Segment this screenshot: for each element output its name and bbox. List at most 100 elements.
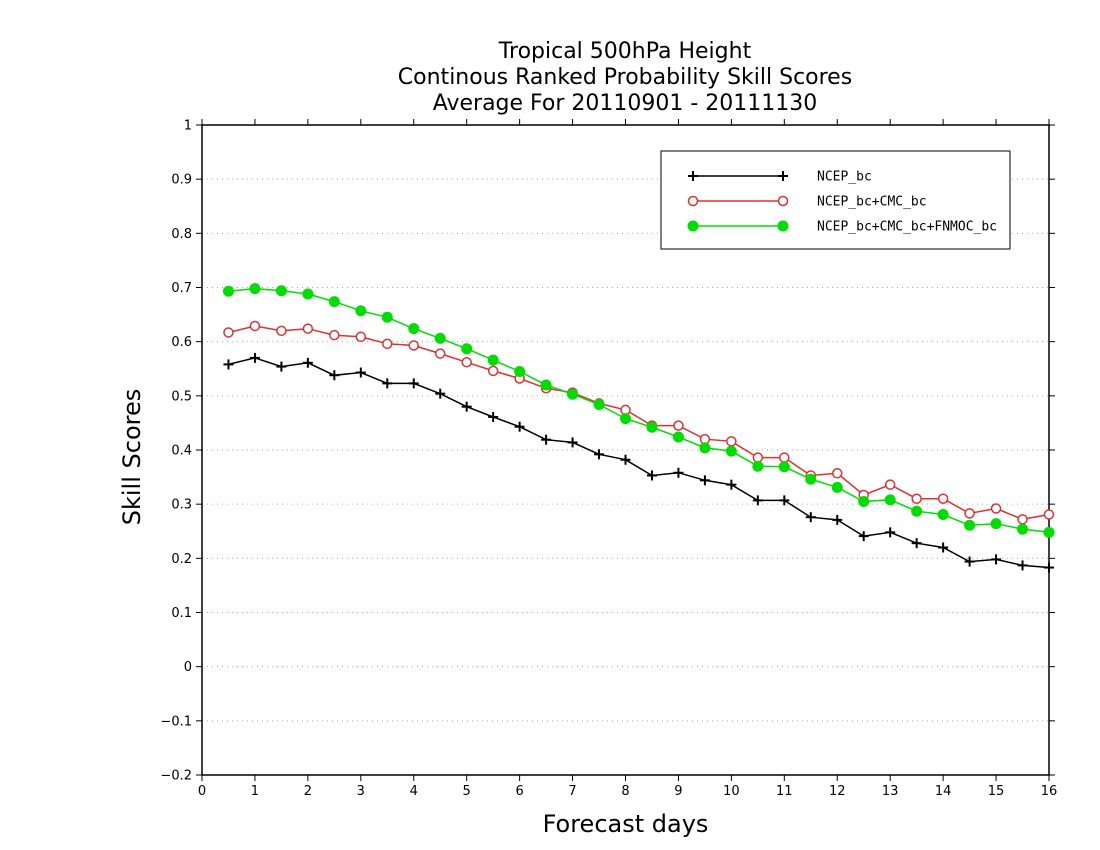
- title-line-2: Continous Ranked Probability Skill Score…: [398, 65, 852, 90]
- data-point: [832, 514, 843, 525]
- data-point: [964, 556, 975, 567]
- y-tick-label: 0.7: [171, 281, 192, 296]
- data-point: [937, 508, 949, 520]
- x-tick-label: 8: [621, 784, 629, 799]
- data-point: [276, 361, 287, 372]
- y-tick-label: 0: [184, 660, 192, 675]
- data-point: [514, 421, 525, 432]
- data-point: [1017, 560, 1028, 571]
- x-axis: 0 1 2 3 4 5 6 7 8 9 10 11 12 13 14 15 16: [198, 119, 1057, 799]
- x-tick-label: 4: [410, 784, 418, 799]
- data-point: [1043, 509, 1055, 520]
- x-tick-label: 2: [304, 784, 312, 799]
- x-tick-label: 3: [357, 784, 365, 799]
- data-point: [779, 495, 790, 506]
- legend-marker: [687, 195, 699, 207]
- data-point: [487, 354, 499, 366]
- data-point: [329, 329, 340, 341]
- data-point: [434, 332, 446, 344]
- legend-label: NCEP_bc+CMC_bc+FNMOC_bc: [817, 220, 997, 235]
- data-point: [329, 370, 340, 381]
- data-point: [1044, 562, 1054, 573]
- y-tick-label: 0.4: [171, 444, 192, 459]
- data-point: [355, 305, 367, 317]
- data-point: [646, 421, 658, 433]
- data-point: [805, 473, 817, 485]
- data-point: [726, 436, 737, 447]
- data-point: [805, 512, 816, 523]
- y-axis: 1 0.9 0.8 0.7 0.6 0.5 0.4 0.3 0.2 0.1 0 −0.1 −0.2: [160, 119, 1055, 784]
- data-point: [752, 460, 764, 472]
- legend-entry: NCEP_bc+CMC_bc: [687, 195, 927, 210]
- data-point: [831, 481, 843, 493]
- y-tick-label: 0.6: [171, 335, 192, 350]
- data-point: [620, 413, 631, 425]
- y-axis-label: Skill Scores: [118, 389, 146, 526]
- data-point: [567, 388, 579, 400]
- data-point: [302, 357, 313, 368]
- grid: [202, 178, 1049, 722]
- data-point: [938, 542, 949, 553]
- legend-marker: [688, 171, 698, 181]
- data-point: [382, 338, 393, 350]
- series-3: [222, 283, 1055, 538]
- data-point: [1017, 514, 1028, 525]
- data-point: [752, 452, 764, 463]
- y-tick-label: −0.2: [160, 769, 192, 784]
- legend-label: NCEP_bc+CMC_bc: [817, 195, 927, 210]
- y-tick-label: 0.5: [171, 389, 192, 404]
- data-point: [858, 531, 869, 542]
- data-point: [408, 378, 419, 389]
- data-point: [858, 495, 870, 507]
- data-point: [434, 348, 446, 359]
- data-point: [461, 401, 472, 412]
- data-point: [620, 454, 631, 465]
- y-tick-label: 0.8: [171, 227, 192, 242]
- data-point: [540, 379, 552, 391]
- data-point: [223, 359, 234, 370]
- data-point: [487, 365, 499, 377]
- data-point: [911, 538, 922, 549]
- data-point: [275, 285, 287, 297]
- legend-entry: NCEP_bc: [688, 170, 872, 185]
- data-point: [514, 365, 526, 377]
- series-line: [228, 287, 1050, 534]
- x-tick-label: 7: [568, 784, 576, 799]
- data-point: [964, 508, 975, 519]
- data-point: [488, 411, 499, 422]
- x-tick-label: 11: [776, 784, 793, 799]
- data-point: [672, 431, 684, 443]
- x-tick-label: 16: [1041, 784, 1058, 799]
- series: [222, 283, 1055, 573]
- data-point: [355, 367, 366, 378]
- data-point: [541, 434, 552, 445]
- x-tick-label: 13: [882, 784, 899, 799]
- series-line: [228, 357, 1050, 569]
- data-point: [435, 388, 446, 399]
- x-tick-label: 14: [935, 784, 952, 799]
- data-point: [620, 404, 631, 416]
- data-point: [408, 340, 419, 351]
- data-point: [699, 475, 710, 486]
- y-tick-label: −0.1: [160, 714, 192, 729]
- data-point: [1043, 526, 1055, 538]
- data-point: [567, 437, 578, 448]
- data-point: [991, 554, 1002, 565]
- legend-marker: [778, 171, 788, 181]
- legend: NCEP_bc NCEP_bc+CMC_bc NCEP_bc+CMC_bc+FNMO…: [660, 150, 1011, 250]
- data-point: [699, 433, 711, 445]
- data-point: [673, 467, 684, 478]
- data-point: [249, 352, 260, 363]
- data-point: [779, 452, 790, 463]
- data-point: [884, 494, 896, 506]
- data-point: [276, 325, 287, 337]
- data-point: [461, 357, 472, 368]
- data-point: [725, 445, 737, 457]
- data-point: [302, 323, 314, 334]
- x-tick-label: 1: [251, 784, 259, 799]
- data-point: [249, 320, 261, 332]
- data-point: [223, 327, 234, 338]
- y-tick-label: 0.9: [171, 173, 192, 188]
